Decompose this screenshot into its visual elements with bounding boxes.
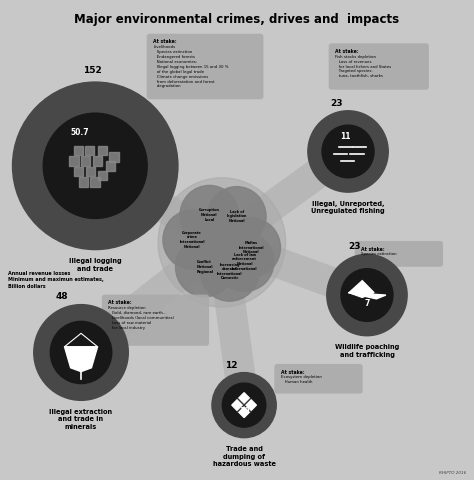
FancyBboxPatch shape	[102, 295, 209, 346]
FancyBboxPatch shape	[355, 241, 443, 267]
Bar	[86, 167, 95, 176]
Text: RHIPTO 2016: RHIPTO 2016	[439, 470, 466, 475]
Text: Species extinction: Species extinction	[361, 252, 397, 256]
Text: Illegal, Unreported,
Unregulated fishing: Illegal, Unreported, Unregulated fishing	[311, 201, 385, 214]
Bar	[74, 167, 83, 176]
Text: 10: 10	[239, 407, 249, 416]
Circle shape	[34, 305, 128, 400]
Circle shape	[12, 82, 178, 250]
Circle shape	[222, 383, 266, 427]
Circle shape	[180, 185, 238, 245]
Text: Increasing
demand
International
Domestic: Increasing demand International Domestic	[217, 263, 242, 280]
Circle shape	[308, 111, 388, 192]
Text: At stake:: At stake:	[335, 49, 359, 54]
Text: 12: 12	[73, 359, 83, 368]
Circle shape	[222, 218, 281, 277]
FancyBboxPatch shape	[147, 34, 264, 99]
Text: Major environmental crimes, drives and  impacts: Major environmental crimes, drives and i…	[74, 12, 400, 25]
Text: Livelihoods
   Species extinction
   Endangered forests
   National economies:
 : Livelihoods Species extinction Endangere…	[154, 45, 229, 88]
Text: Corruption
National
Local: Corruption National Local	[199, 208, 220, 222]
Bar	[81, 156, 91, 166]
Circle shape	[341, 269, 393, 322]
Circle shape	[43, 113, 147, 218]
Circle shape	[50, 322, 112, 384]
Text: Annual revenue losses
Minimum and maximun estimates,
Billion dollars: Annual revenue losses Minimum and maximu…	[8, 271, 103, 288]
Bar	[106, 161, 115, 170]
Text: At stake:: At stake:	[281, 370, 305, 375]
Bar	[91, 177, 100, 187]
Bar	[74, 146, 83, 156]
Circle shape	[212, 372, 276, 438]
Circle shape	[175, 238, 234, 297]
Text: Trade and
dumping of
hazardous waste: Trade and dumping of hazardous waste	[213, 446, 275, 468]
Text: 12: 12	[225, 361, 237, 370]
Bar	[79, 177, 88, 187]
Text: Resource depletion
   Gold, diamond, rare earth...
   Livelihoods (local communi: Resource depletion Gold, diamond, rare e…	[109, 306, 174, 330]
Text: 11: 11	[340, 132, 351, 141]
Bar	[69, 156, 79, 166]
Polygon shape	[232, 393, 256, 418]
Text: 152: 152	[82, 66, 101, 75]
Polygon shape	[349, 281, 374, 298]
Text: Ecosystem depletion
   Human health: Ecosystem depletion Human health	[281, 375, 322, 384]
Circle shape	[215, 232, 274, 291]
Text: Lack of law
enforcement
National
International: Lack of law enforcement National Interna…	[232, 253, 257, 271]
Text: Lack of
legislation
National: Lack of legislation National	[227, 210, 247, 223]
Text: At stake:: At stake:	[109, 300, 132, 305]
Text: Illegal logging
and trade: Illegal logging and trade	[69, 258, 121, 272]
FancyBboxPatch shape	[328, 43, 429, 90]
Text: At stake:: At stake:	[361, 247, 385, 252]
Text: Conflict
National
Regional: Conflict National Regional	[196, 261, 213, 274]
Text: Fish stocks depletion
   Loss of revenues
   for local fishers and States
   Tar: Fish stocks depletion Loss of revenues f…	[335, 55, 392, 78]
Text: 48: 48	[56, 292, 68, 301]
Text: 7: 7	[365, 299, 370, 308]
FancyBboxPatch shape	[274, 364, 363, 394]
Text: At stake:: At stake:	[154, 39, 177, 45]
Bar	[93, 156, 102, 166]
Bar	[98, 170, 107, 180]
Circle shape	[163, 210, 221, 269]
Bar	[85, 146, 94, 156]
Circle shape	[322, 125, 374, 178]
Text: 23: 23	[349, 242, 361, 251]
Text: Corporate
crime
International
National: Corporate crime International National	[180, 231, 205, 249]
Bar	[98, 146, 107, 156]
Circle shape	[327, 254, 407, 336]
Text: Mafias
International
National: Mafias International National	[238, 241, 264, 254]
Polygon shape	[348, 293, 386, 299]
Text: 23: 23	[330, 98, 342, 108]
Polygon shape	[64, 347, 98, 372]
Circle shape	[158, 178, 286, 307]
Circle shape	[208, 187, 266, 246]
Circle shape	[201, 242, 259, 301]
Bar	[109, 153, 119, 162]
Text: Illegal extraction
and trade in
minerals: Illegal extraction and trade in minerals	[49, 409, 113, 430]
Text: Wildlife poaching
and trafficking: Wildlife poaching and trafficking	[335, 344, 399, 358]
Text: 50.7: 50.7	[70, 128, 89, 137]
